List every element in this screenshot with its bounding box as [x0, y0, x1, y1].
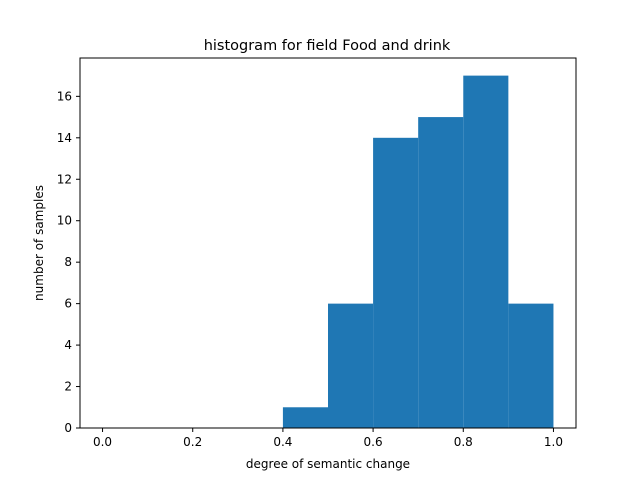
y-tick-label: 8 — [64, 255, 72, 269]
histogram-bar-8 — [463, 75, 509, 428]
plot-frame — [79, 57, 577, 429]
x-tick-label: 0.4 — [273, 435, 292, 449]
y-tick-label: 14 — [57, 131, 72, 145]
histogram-bar-6 — [373, 137, 419, 428]
x-tick-label: 0.6 — [364, 435, 383, 449]
histogram-bar-5 — [328, 303, 374, 428]
y-axis-label: number of samples — [32, 185, 46, 301]
histogram-bar-4 — [282, 407, 328, 428]
y-tick-label: 4 — [64, 338, 72, 352]
x-tick-label: 0.2 — [183, 435, 202, 449]
y-tick-label: 16 — [57, 89, 72, 103]
x-tick-label: 1.0 — [544, 435, 563, 449]
x-axis-ticks: 0.0 0.2 0.4 0.6 0.8 1.0 — [93, 428, 563, 449]
y-tick-label: 6 — [64, 297, 72, 311]
y-axis-ticks: 0 2 4 6 8 10 12 14 16 — [57, 89, 80, 435]
histogram-bar-9 — [508, 303, 554, 428]
x-axis-label: degree of semantic change — [246, 457, 410, 471]
x-tick-label: 0.8 — [454, 435, 473, 449]
chart-title: histogram for field Food and drink — [204, 38, 451, 54]
x-tick-label: 0.0 — [93, 435, 112, 449]
histogram-bars — [282, 75, 554, 429]
histogram-bar-7 — [418, 117, 464, 429]
y-tick-label: 10 — [57, 214, 72, 228]
y-tick-label: 2 — [64, 380, 72, 394]
y-tick-label: 12 — [57, 172, 72, 186]
y-tick-label: 0 — [64, 421, 72, 435]
